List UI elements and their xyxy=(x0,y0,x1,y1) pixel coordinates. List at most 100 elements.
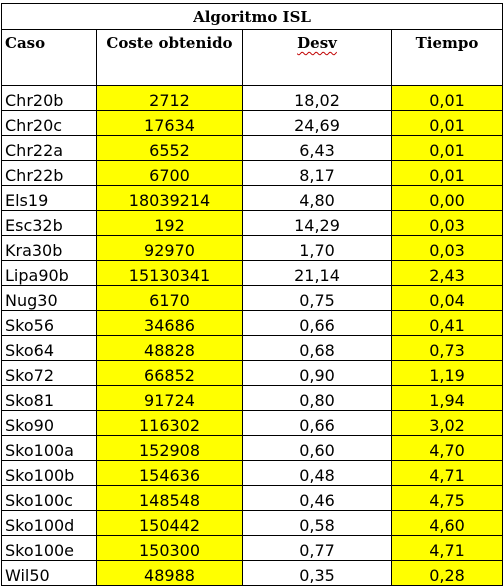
table-row: Chr20c 17634 24,69 0,01 xyxy=(1,110,503,136)
cell-tiempo: 4,60 xyxy=(390,510,503,536)
cell-tiempo: 0,01 xyxy=(390,160,503,186)
cell-tiempo: 0,03 xyxy=(390,235,503,261)
cell-caso: Kra30b xyxy=(1,235,97,261)
cell-coste: 116302 xyxy=(96,410,243,436)
table-row: Esc32b 192 14,29 0,03 xyxy=(1,210,503,236)
cell-caso: Sko56 xyxy=(1,310,97,336)
cell-caso: Sko100d xyxy=(1,510,97,536)
cell-coste: 92970 xyxy=(96,235,243,261)
header-caso: Caso xyxy=(1,29,97,86)
cell-tiempo: 4,70 xyxy=(390,435,503,461)
table-row: Sko100a 152908 0,60 4,70 xyxy=(1,435,503,461)
cell-caso: Esc32b xyxy=(1,210,97,236)
cell-caso: Sko100a xyxy=(1,435,97,461)
table-row: Chr22b 6700 8,17 0,01 xyxy=(1,160,503,186)
cell-coste: 2712 xyxy=(96,85,243,111)
cell-tiempo: 2,43 xyxy=(390,260,503,286)
cell-tiempo: 0,01 xyxy=(390,85,503,111)
header-desv-label: Desv xyxy=(297,34,337,52)
table-row: Sko72 66852 0,90 1,19 xyxy=(1,360,503,386)
table-row: Sko100c 148548 0,46 4,75 xyxy=(1,485,503,511)
cell-coste: 148548 xyxy=(96,485,243,511)
cell-coste: 6552 xyxy=(96,135,243,161)
table-row: Lipa90b 15130341 21,14 2,43 xyxy=(1,260,503,286)
cell-desv: 0,66 xyxy=(242,410,392,436)
cell-desv: 0,46 xyxy=(242,485,392,511)
table-body: Chr20b 2712 18,02 0,01 Chr20c 17634 24,69 0,01 C… xyxy=(1,85,503,586)
cell-desv: 0,77 xyxy=(242,535,392,561)
table-row: Wil50 48988 0,35 0,28 xyxy=(1,560,503,586)
cell-caso: Chr20c xyxy=(1,110,97,136)
cell-desv: 0,66 xyxy=(242,310,392,336)
cell-desv: 0,68 xyxy=(242,335,392,361)
cell-desv: 0,48 xyxy=(242,460,392,486)
cell-desv: 4,80 xyxy=(242,185,392,211)
table-row: Els19 18039214 4,80 0,00 xyxy=(1,185,503,211)
header-desv: Desv xyxy=(242,29,392,86)
cell-coste: 150442 xyxy=(96,510,243,536)
cell-desv: 1,70 xyxy=(242,235,392,261)
cell-caso: Lipa90b xyxy=(1,260,97,286)
cell-coste: 48828 xyxy=(96,335,243,361)
cell-caso: Sko100c xyxy=(1,485,97,511)
cell-coste: 17634 xyxy=(96,110,243,136)
table-title: Algoritmo ISL xyxy=(0,3,503,30)
cell-caso: Sko100e xyxy=(1,535,97,561)
table-row: Chr20b 2712 18,02 0,01 xyxy=(1,85,503,111)
cell-tiempo: 0,41 xyxy=(390,310,503,336)
table-row: Kra30b 92970 1,70 0,03 xyxy=(1,235,503,261)
cell-desv: 0,75 xyxy=(242,285,392,311)
cell-desv: 6,43 xyxy=(242,135,392,161)
cell-tiempo: 0,73 xyxy=(390,335,503,361)
cell-caso: Sko64 xyxy=(1,335,97,361)
table-row: Sko90 116302 0,66 3,02 xyxy=(1,410,503,436)
cell-tiempo: 3,02 xyxy=(390,410,503,436)
cell-caso: Els19 xyxy=(1,185,97,211)
cell-coste: 48988 xyxy=(96,560,243,586)
cell-coste: 6170 xyxy=(96,285,243,311)
table-row: Sko100d 150442 0,58 4,60 xyxy=(1,510,503,536)
table-header-row: Caso Coste obtenido Desv Tiempo xyxy=(1,29,503,86)
table-row: Nug30 6170 0,75 0,04 xyxy=(1,285,503,311)
cell-desv: 18,02 xyxy=(242,85,392,111)
cell-caso: Wil50 xyxy=(1,560,97,586)
cell-coste: 154636 xyxy=(96,460,243,486)
results-table: Algoritmo ISL Caso Coste obtenido Desv T… xyxy=(0,3,503,586)
table-row: Sko64 48828 0,68 0,73 xyxy=(1,335,503,361)
table-row: Chr22a 6552 6,43 0,01 xyxy=(1,135,503,161)
cell-desv: 24,69 xyxy=(242,110,392,136)
cell-tiempo: 4,75 xyxy=(390,485,503,511)
cell-caso: Chr22b xyxy=(1,160,97,186)
cell-desv: 14,29 xyxy=(242,210,392,236)
cell-coste: 15130341 xyxy=(96,260,243,286)
cell-coste: 91724 xyxy=(96,385,243,411)
cell-tiempo: 4,71 xyxy=(390,460,503,486)
cell-tiempo: 0,04 xyxy=(390,285,503,311)
cell-tiempo: 0,03 xyxy=(390,210,503,236)
cell-desv: 0,58 xyxy=(242,510,392,536)
cell-tiempo: 0,01 xyxy=(390,110,503,136)
cell-desv: 0,80 xyxy=(242,385,392,411)
cell-tiempo: 0,28 xyxy=(390,560,503,586)
cell-tiempo: 0,00 xyxy=(390,185,503,211)
cell-tiempo: 1,19 xyxy=(390,360,503,386)
cell-caso: Chr22a xyxy=(1,135,97,161)
table-title-row: Algoritmo ISL xyxy=(0,3,503,30)
cell-desv: 0,60 xyxy=(242,435,392,461)
cell-tiempo: 4,71 xyxy=(390,535,503,561)
cell-coste: 152908 xyxy=(96,435,243,461)
table-row: Sko100e 150300 0,77 4,71 xyxy=(1,535,503,561)
cell-desv: 8,17 xyxy=(242,160,392,186)
cell-caso: Sko90 xyxy=(1,410,97,436)
cell-coste: 34686 xyxy=(96,310,243,336)
cell-caso: Sko72 xyxy=(1,360,97,386)
cell-coste: 18039214 xyxy=(96,185,243,211)
table-row: Sko81 91724 0,80 1,94 xyxy=(1,385,503,411)
table-row: Sko56 34686 0,66 0,41 xyxy=(1,310,503,336)
table-row: Sko100b 154636 0,48 4,71 xyxy=(1,460,503,486)
cell-coste: 192 xyxy=(96,210,243,236)
header-tiempo: Tiempo xyxy=(390,29,503,86)
cell-tiempo: 0,01 xyxy=(390,135,503,161)
header-coste-obtenido: Coste obtenido xyxy=(96,29,243,86)
cell-coste: 150300 xyxy=(96,535,243,561)
